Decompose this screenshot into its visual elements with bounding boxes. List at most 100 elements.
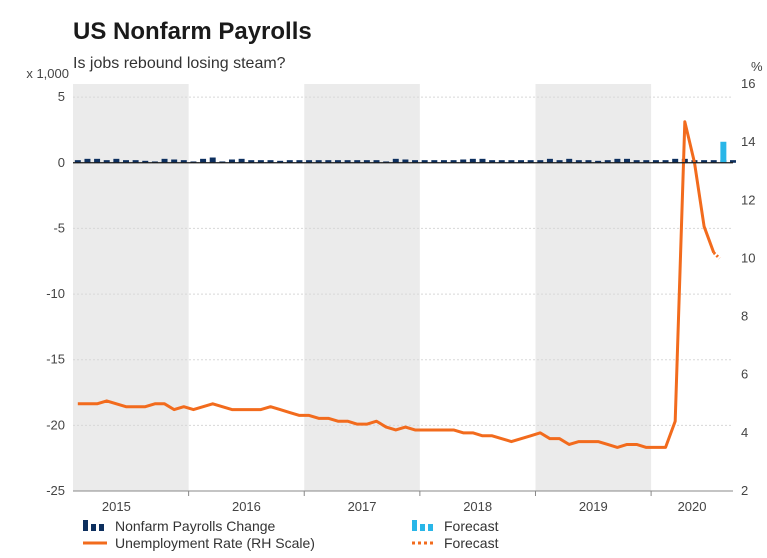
left-tick-label: -15 — [46, 352, 65, 367]
payroll-bar — [595, 160, 602, 163]
payroll-bar — [113, 158, 120, 163]
payroll-bar — [306, 160, 313, 163]
year-shading — [73, 84, 652, 491]
legend-item: Nonfarm Payrolls Change — [83, 518, 276, 534]
payroll-bar — [604, 160, 611, 163]
right-tick-label: 2 — [741, 483, 748, 498]
payroll-bar — [527, 160, 534, 163]
legend-item: Forecast — [412, 518, 499, 534]
payroll-bar — [190, 161, 197, 163]
payroll-bar — [373, 160, 380, 163]
payroll-bar — [94, 158, 101, 163]
payroll-bars — [74, 141, 736, 163]
forecast-bar — [720, 141, 727, 163]
payroll-bar — [672, 158, 679, 163]
legend-label: Forecast — [444, 535, 499, 551]
payroll-bar — [248, 160, 255, 163]
payroll-bar — [421, 160, 428, 163]
year-label: 2015 — [102, 499, 131, 514]
unemployment-line — [77, 120, 721, 449]
legend-label: Nonfarm Payrolls Change — [115, 518, 276, 534]
unemployment-rate-line — [77, 120, 716, 449]
payroll-bar — [469, 158, 476, 163]
payroll-bar — [450, 160, 457, 163]
payroll-bar — [431, 160, 438, 163]
right-tick-label: 8 — [741, 309, 748, 324]
legend-swatch — [99, 524, 104, 531]
payroll-bar — [537, 160, 544, 163]
legend-item: Unemployment Rate (RH Scale) — [83, 535, 315, 551]
left-tick-label: -5 — [53, 220, 65, 235]
left-tick-label: 0 — [58, 155, 65, 170]
payroll-bar — [652, 160, 659, 163]
payroll-bar — [392, 158, 399, 163]
left-tick-label: -20 — [46, 417, 65, 432]
payroll-bar — [662, 160, 669, 163]
legend: Nonfarm Payrolls Change Forecast Unemploym… — [83, 518, 499, 551]
unemployment-forecast-line — [712, 251, 721, 260]
right-tick-label: 12 — [741, 192, 755, 207]
legend-swatch — [412, 520, 417, 531]
year-label: 2020 — [678, 499, 707, 514]
payroll-bar — [518, 160, 525, 163]
legend-item: Forecast — [412, 535, 499, 551]
payroll-bar — [344, 160, 351, 163]
payroll-bar — [575, 160, 582, 163]
payroll-bar — [74, 160, 81, 163]
payroll-bar — [460, 159, 467, 163]
payroll-bar — [402, 159, 409, 163]
legend-swatch — [91, 524, 96, 531]
payroll-bar — [132, 160, 139, 163]
payroll-bar — [479, 158, 486, 163]
payroll-bar — [556, 160, 563, 163]
chart-title: US Nonfarm Payrolls — [73, 18, 312, 45]
payroll-bar — [354, 160, 361, 163]
payroll-bar — [161, 158, 168, 163]
payroll-bar — [643, 160, 650, 163]
payroll-bar — [151, 161, 158, 163]
payroll-bar — [546, 158, 553, 163]
payroll-bar — [440, 160, 447, 163]
payroll-bar — [123, 160, 129, 163]
payroll-bar — [498, 160, 505, 163]
year-label: 2016 — [232, 499, 261, 514]
payroll-bar — [383, 161, 390, 163]
payroll-bar — [209, 157, 216, 163]
right-tick-label: 10 — [741, 250, 755, 265]
payroll-bar — [219, 161, 226, 163]
payroll-bar — [624, 158, 631, 163]
legend-label: Forecast — [444, 518, 499, 534]
left-axis-unit: x 1,000 — [26, 66, 69, 81]
payroll-bar — [180, 160, 187, 163]
payroll-bar — [267, 160, 274, 163]
payroll-bar — [710, 160, 717, 163]
payroll-bar — [296, 160, 303, 163]
right-tick-label: 6 — [741, 367, 748, 382]
payroll-bar — [363, 160, 370, 163]
axes: 5 0 -5 -10 -15 -20 -25 16 14 12 10 8 6 4 2 x 1,000 % 2015… — [26, 59, 763, 514]
right-tick-label: 4 — [741, 425, 748, 440]
payroll-bar — [200, 158, 207, 163]
shade-2015 — [73, 84, 189, 491]
legend-swatch — [420, 524, 425, 531]
shade-2017 — [304, 84, 420, 491]
legend-swatch — [428, 524, 433, 531]
chart-subtitle: Is jobs rebound losing steam? — [73, 55, 286, 72]
payroll-bar — [103, 160, 110, 163]
left-tick-label: 5 — [58, 89, 65, 104]
legend-label: Unemployment Rate (RH Scale) — [115, 535, 315, 551]
payroll-bar — [286, 160, 293, 163]
payroll-bar — [489, 160, 496, 163]
payroll-bar — [84, 158, 91, 163]
payroll-bar — [334, 160, 341, 163]
left-tick-label: -10 — [46, 286, 65, 301]
payroll-bar — [701, 160, 708, 163]
payroll-bar — [730, 160, 736, 163]
payroll-bar — [566, 158, 573, 163]
legend-swatch — [83, 520, 88, 531]
right-tick-label: 16 — [741, 76, 755, 91]
payroll-bar — [277, 160, 284, 163]
payroll-bar — [257, 160, 264, 163]
payroll-bar — [171, 159, 178, 163]
